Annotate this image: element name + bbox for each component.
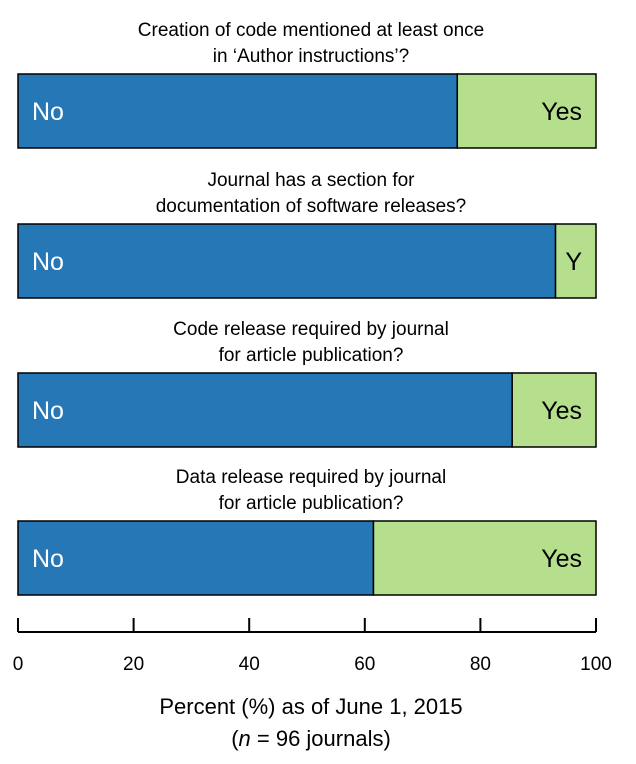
bar-segment-label: No [32, 248, 64, 276]
bar-segment-no [17, 73, 459, 149]
x-axis-sublabel: (n = 96 journals) [231, 726, 391, 751]
panel-title-line: for article publication? [219, 493, 404, 514]
bar-segment-no [17, 223, 557, 299]
bar-segment-yes [554, 223, 597, 299]
x-tick-label: 80 [470, 654, 491, 675]
panel-title-line: documentation of software releases? [156, 196, 467, 217]
bar-segment-no [17, 520, 375, 596]
bar-segment-label: Yes [541, 98, 582, 126]
chart-panels: Creation of code mentioned at least once… [17, 20, 597, 596]
x-tick-label: 20 [123, 654, 144, 675]
bar-segment-yes [456, 73, 597, 149]
panel-title-line: Data release required by journal [176, 467, 446, 488]
bar-segment-yes [372, 520, 597, 596]
panel-title-line: for article publication? [219, 345, 404, 366]
panel-2: Journal has a section for documentation o… [17, 170, 597, 299]
bar-segment-label: No [32, 545, 64, 573]
bar-segment-label: No [32, 98, 64, 126]
bar-segment-no [17, 372, 513, 448]
panel-title-line: Code release required by journal [173, 319, 449, 340]
panel-1: Creation of code mentioned at least once… [17, 20, 597, 149]
bar-segment-yes [511, 372, 597, 448]
x-axis-label: Percent (%) as of June 1, 2015 [159, 694, 462, 719]
x-tick-label: 0 [13, 654, 24, 675]
bar-segment-label: Yes [541, 397, 582, 425]
x-tick-label: 100 [580, 654, 612, 675]
bar-segment-label: Y [565, 248, 582, 276]
x-tick-label: 60 [354, 654, 375, 675]
bar-segment-label: No [32, 397, 64, 425]
panel-title-line: Creation of code mentioned at least once [138, 20, 484, 41]
panel-title-line: Journal has a section for [207, 170, 415, 191]
x-tick-label: 40 [239, 654, 260, 675]
panel-4: Data release required by journal for arti… [17, 467, 597, 596]
x-axis: 0 20 40 60 80 100 [13, 618, 612, 675]
panel-title-line: in ‘Author instructions’? [213, 46, 409, 67]
bar-segment-label: Yes [541, 545, 582, 573]
panel-3: Code release required by journal for arti… [17, 319, 597, 448]
